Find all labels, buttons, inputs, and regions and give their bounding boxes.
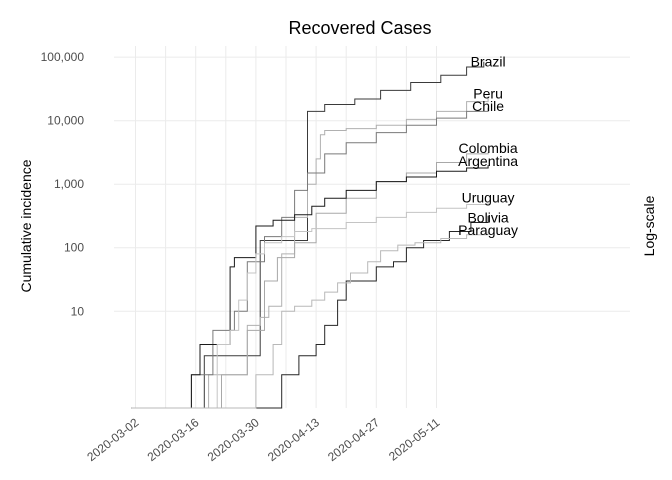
x-tick-label: 2020-03-16 — [145, 415, 202, 464]
series-line-colombia — [131, 152, 489, 409]
series-label-colombia: Colombia — [459, 140, 518, 156]
series-line-paraguay — [131, 231, 489, 409]
x-tick-label: 2020-04-27 — [325, 415, 382, 464]
right-axis-title: Log-scale — [641, 195, 657, 256]
series-label-brazil: Brazil — [471, 54, 506, 70]
series-label-peru: Peru — [473, 85, 503, 101]
y-tick-label: 10,000 — [47, 114, 84, 128]
x-tick-label: 2020-04-13 — [265, 415, 322, 464]
y-tick-label: 100 — [64, 241, 84, 255]
x-tick-label: 2020-03-30 — [205, 415, 262, 464]
series-label-bolivia: Bolivia — [467, 209, 508, 225]
y-axis-title: Cumulative incidence — [18, 159, 34, 292]
series-line-brazil — [131, 61, 485, 409]
series-line-peru — [131, 96, 489, 409]
y-tick-label: 100,000 — [41, 50, 85, 64]
series-line-uruguay — [131, 202, 489, 409]
x-tick-label: 2020-03-02 — [84, 415, 141, 464]
series-label-argentina: Argentina — [458, 153, 518, 169]
series-line-bolivia — [131, 215, 489, 409]
series-line-argentina — [131, 165, 489, 409]
series-label-paraguay: Paraguay — [458, 222, 518, 238]
chart-title: Recovered Cases — [288, 18, 431, 38]
series-line-chile — [131, 107, 489, 409]
series-label-chile: Chile — [472, 98, 504, 114]
y-tick-label: 1,000 — [54, 177, 84, 191]
x-tick-label: 2020-05-11 — [386, 415, 443, 463]
series-label-uruguay: Uruguay — [462, 189, 515, 205]
y-tick-label: 10 — [71, 304, 85, 318]
